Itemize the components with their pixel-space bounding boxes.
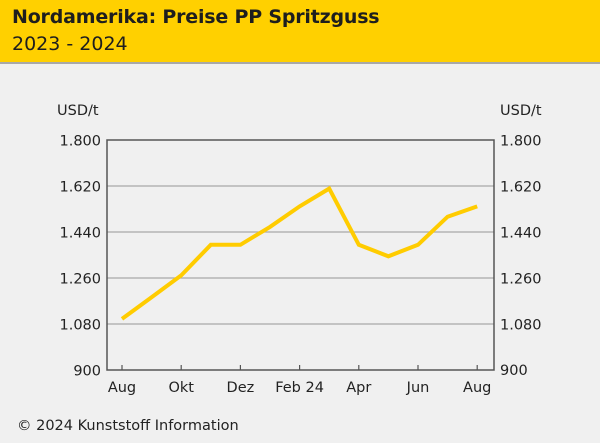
y-tick-label-left: 1.440 — [59, 226, 101, 242]
y-tick-label-left: 1.620 — [59, 180, 101, 196]
x-tick-label: Aug — [108, 380, 136, 396]
x-tick-label: Jun — [406, 380, 430, 396]
y-tick-labels-right: 900 1.080 1.260 1.440 1.620 1.800 — [500, 134, 542, 380]
y-axis-unit-left: USD/t — [57, 103, 99, 119]
axes — [106, 139, 495, 371]
y-tick-labels-left: 900 1.080 1.260 1.440 1.620 1.800 — [59, 134, 101, 380]
x-tick-label: Feb 24 — [275, 380, 324, 396]
y-tick-label-right: 1.260 — [500, 272, 542, 288]
y-axis-unit-right: USD/t — [500, 103, 542, 119]
x-tick-label: Apr — [346, 380, 371, 396]
header-band: Nordamerika: Preise PP Spritzguss 2023 -… — [0, 0, 600, 64]
copyright-notice: © 2024 Kunststoff Information — [17, 418, 239, 434]
series-layer — [120, 185, 478, 321]
y-tick-label-left: 900 — [73, 364, 101, 380]
y-tick-label-right: 1.620 — [500, 180, 542, 196]
x-tick-label: Aug — [463, 380, 491, 396]
y-tick-label-right: 1.080 — [500, 318, 542, 334]
x-tick-label: Okt — [168, 380, 194, 396]
x-tick-label: Dez — [227, 380, 255, 396]
y-tick-label-left: 1.080 — [59, 318, 101, 334]
plot-frame — [106, 139, 495, 371]
y-tick-label-right: 1.440 — [500, 226, 542, 242]
x-tick-labels: Aug Okt Dez Feb 24 Apr Jun Aug — [108, 380, 492, 396]
chart-title: Nordamerika: Preise PP Spritzguss — [12, 6, 380, 28]
y-tick-label-left: 1.260 — [59, 272, 101, 288]
y-tick-label-left: 1.800 — [59, 134, 101, 150]
chart-subtitle: 2023 - 2024 — [12, 33, 128, 55]
y-tick-label-right: 900 — [500, 363, 528, 379]
series-line — [120, 185, 478, 321]
y-tick-label-right: 1.800 — [500, 134, 542, 150]
